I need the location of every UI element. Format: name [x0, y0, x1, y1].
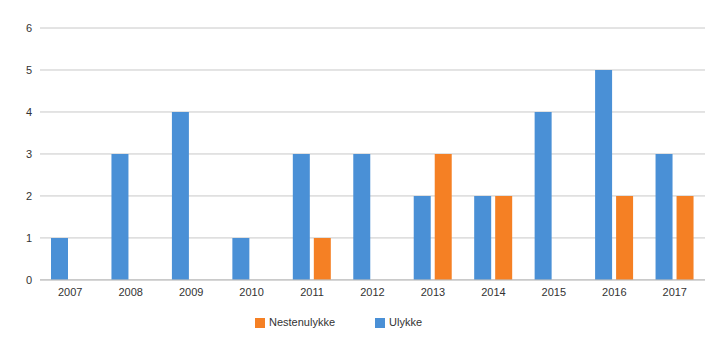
svg-text:2007: 2007	[58, 286, 82, 298]
svg-text:3: 3	[26, 148, 32, 160]
svg-text:4: 4	[26, 106, 32, 118]
svg-text:2013: 2013	[421, 286, 445, 298]
svg-text:2009: 2009	[179, 286, 203, 298]
svg-text:1: 1	[26, 232, 32, 244]
html-text:Ulykke: Ulykke	[389, 315, 422, 328]
svg-text:5: 5	[26, 64, 32, 76]
svg-text:2017: 2017	[663, 286, 687, 298]
svg-text:2014: 2014	[481, 286, 505, 298]
svg-text:2015: 2015	[542, 286, 566, 298]
svg-text:2016: 2016	[602, 286, 626, 298]
svg-text:2011: 2011	[300, 286, 324, 298]
html-text:Nestenulykke: Nestenulykke	[269, 315, 335, 328]
svg-text:2012: 2012	[360, 286, 384, 298]
svg-text:6: 6	[26, 22, 32, 34]
svg-text:0: 0	[26, 274, 32, 286]
svg-text:2008: 2008	[118, 286, 142, 298]
svg-text:2: 2	[26, 190, 32, 202]
svg-text:2010: 2010	[239, 286, 263, 298]
